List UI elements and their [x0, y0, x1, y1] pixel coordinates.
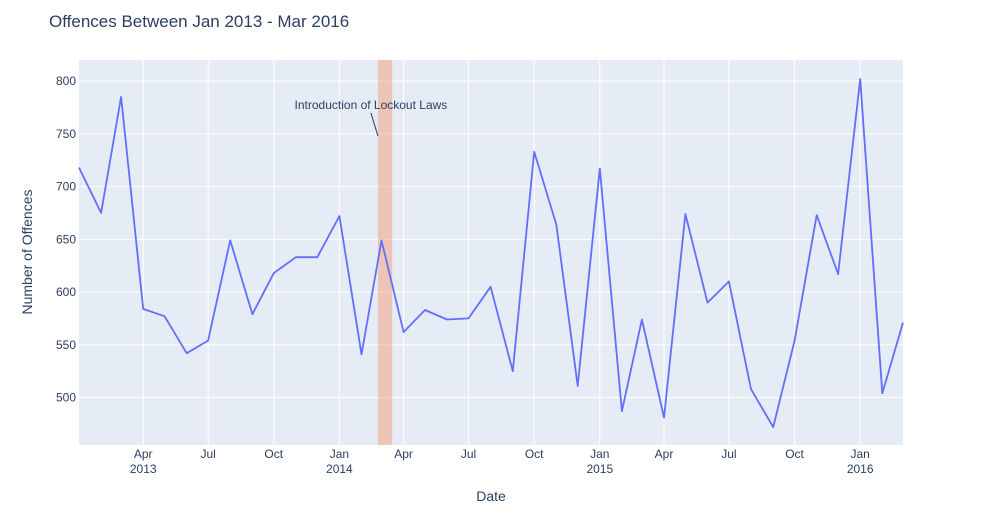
y-tick-label: 500	[56, 391, 76, 405]
annotation-text: Introduction of Lockout Laws	[295, 98, 448, 112]
annotations: Introduction of Lockout Laws	[295, 98, 448, 137]
x-tick-label: Apr	[134, 447, 153, 461]
x-tick-label: Apr	[655, 447, 674, 461]
x-tick-year-label: 2014	[326, 462, 353, 476]
y-tick-label: 600	[56, 285, 76, 299]
x-tick-label: Apr	[394, 447, 413, 461]
x-tick-year-label: 2016	[847, 462, 874, 476]
y-axis-title: Number of Offences	[19, 189, 35, 314]
plot-area	[79, 60, 903, 445]
x-tick-label: Oct	[785, 447, 804, 461]
y-tick-label: 700	[56, 180, 76, 194]
offences-series-line	[78, 78, 904, 429]
x-tick-year-label: 2013	[130, 462, 157, 476]
y-tick-label: 550	[56, 338, 76, 352]
x-tick-label: Jan	[330, 447, 349, 461]
x-axis-title: Date	[476, 488, 506, 504]
x-tick-label: Oct	[264, 447, 283, 461]
annotation-arrow	[370, 112, 379, 137]
y-axis-ticks: 500 550 600 650 700 750 800	[56, 74, 76, 404]
x-tick-label: Jul	[721, 447, 736, 461]
y-tick-label: 650	[56, 232, 76, 246]
x-tick-year-label: 2015	[586, 462, 613, 476]
series-lines	[78, 78, 904, 429]
chart-title: Offences Between Jan 2013 - Mar 2016	[49, 12, 350, 31]
x-tick-label: Jan	[590, 447, 609, 461]
y-tick-label: 750	[56, 127, 76, 141]
x-tick-label: Jan	[851, 447, 870, 461]
x-tick-label: Jul	[200, 447, 215, 461]
x-tick-label: Jul	[461, 447, 476, 461]
y-tick-label: 800	[56, 74, 76, 88]
grid-lines	[79, 60, 903, 445]
x-tick-label: Oct	[525, 447, 544, 461]
